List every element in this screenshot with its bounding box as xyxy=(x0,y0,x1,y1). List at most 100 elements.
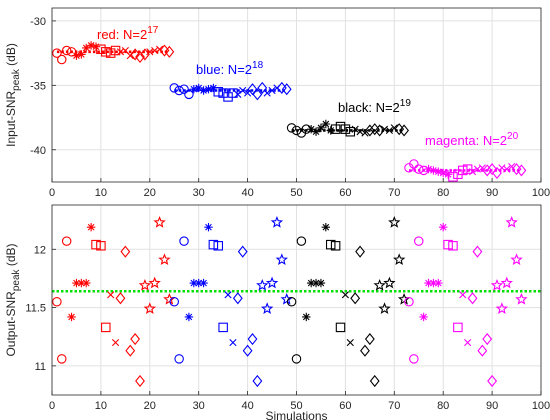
data-point xyxy=(429,166,438,175)
data-point xyxy=(503,165,511,173)
data-point xyxy=(409,159,419,169)
data-point xyxy=(439,168,448,178)
data-point xyxy=(459,291,467,299)
data-point xyxy=(508,162,516,171)
data-point xyxy=(335,121,346,132)
input-snr-panel: 0 10 20 30 40 50 60 70 80 90 100 -40 -35 -30 Input-SNR… xyxy=(4,7,550,199)
data-point xyxy=(448,241,458,251)
data-point xyxy=(468,168,477,176)
data-point xyxy=(424,278,433,288)
data-point xyxy=(434,278,443,288)
data-point xyxy=(404,296,414,307)
annotation-exponent: 17 xyxy=(147,25,159,36)
data-point xyxy=(419,312,428,322)
x-tick-label: 90 xyxy=(486,187,498,199)
series-0 xyxy=(52,216,176,388)
data-point xyxy=(275,253,288,266)
y-tick-label: -40 xyxy=(30,145,46,157)
data-point xyxy=(482,164,493,177)
annotation-base: blue: N=2 xyxy=(196,62,252,77)
data-point xyxy=(179,236,189,246)
data-point xyxy=(326,126,335,135)
data-point xyxy=(199,86,208,95)
data-point xyxy=(341,291,349,299)
data-point xyxy=(458,165,468,176)
data-point xyxy=(61,236,72,246)
x-axis-label: Simulations xyxy=(265,409,327,420)
data-point xyxy=(209,83,218,93)
data-point xyxy=(158,253,171,266)
data-point xyxy=(515,292,528,305)
data-point xyxy=(330,124,341,134)
data-point xyxy=(194,83,203,93)
data-point xyxy=(57,354,67,364)
data-point xyxy=(360,344,370,357)
data-point xyxy=(462,164,473,174)
data-point xyxy=(194,278,203,288)
x-tick-label: 30 xyxy=(193,400,205,412)
x-tick-label: 0 xyxy=(49,187,55,199)
data-point xyxy=(316,278,326,288)
data-point xyxy=(91,239,101,250)
annotation-exponent: 18 xyxy=(252,60,264,71)
annotation-exponent: 19 xyxy=(400,98,412,109)
x-tick-label: 80 xyxy=(437,187,449,199)
data-point xyxy=(101,322,111,333)
data-point xyxy=(242,344,253,357)
data-point xyxy=(174,85,184,96)
x-tick-label: 70 xyxy=(388,187,400,199)
data-point xyxy=(260,302,274,314)
data-point xyxy=(66,47,77,57)
data-point xyxy=(383,276,396,289)
x-tick-label: 50 xyxy=(290,187,302,199)
data-point xyxy=(229,338,237,347)
axes-frame xyxy=(51,204,542,396)
data-point xyxy=(72,278,81,288)
series-2 xyxy=(286,216,411,388)
data-point xyxy=(409,354,419,364)
series-1 xyxy=(169,216,293,388)
data-point xyxy=(148,276,161,289)
data-point xyxy=(346,338,354,347)
data-point xyxy=(155,45,164,53)
y-axis-label: Output-SNRpeak (dB) xyxy=(4,243,22,356)
data-point xyxy=(101,47,111,57)
series-annotation: magenta: N=220 xyxy=(425,131,519,148)
data-point xyxy=(174,354,184,364)
data-point xyxy=(130,332,141,346)
data-point xyxy=(439,222,448,232)
x-tick-label: 90 xyxy=(486,400,498,412)
data-point xyxy=(321,119,331,129)
data-point xyxy=(443,170,453,179)
data-point xyxy=(213,87,224,97)
data-point xyxy=(361,129,369,137)
series-annotation: red: N=217 xyxy=(97,25,159,42)
data-point xyxy=(130,48,141,61)
data-point xyxy=(302,312,311,322)
data-point xyxy=(492,166,502,180)
data-point xyxy=(91,42,101,51)
y-tick-label: -30 xyxy=(30,16,46,28)
x-tick-label: 40 xyxy=(241,400,253,412)
series-annotation: blue: N=218 xyxy=(196,60,264,77)
series-3 xyxy=(404,159,527,182)
data-point xyxy=(86,222,96,232)
data-point xyxy=(443,239,453,250)
data-point xyxy=(52,48,62,58)
data-point xyxy=(378,302,391,314)
data-point xyxy=(82,43,91,53)
x-tick-label: 30 xyxy=(193,187,205,199)
annotation-exponent: 20 xyxy=(507,131,519,142)
data-point xyxy=(467,292,478,305)
data-point xyxy=(189,278,199,288)
data-point xyxy=(135,50,145,64)
data-point xyxy=(355,245,365,258)
y-axis-label-main: Input-SNR xyxy=(4,91,18,147)
data-point xyxy=(369,374,380,388)
data-point xyxy=(330,241,341,251)
data-point xyxy=(424,164,433,174)
data-point xyxy=(179,84,189,94)
y-tick-label: 12 xyxy=(34,244,46,256)
series-3 xyxy=(404,216,528,388)
